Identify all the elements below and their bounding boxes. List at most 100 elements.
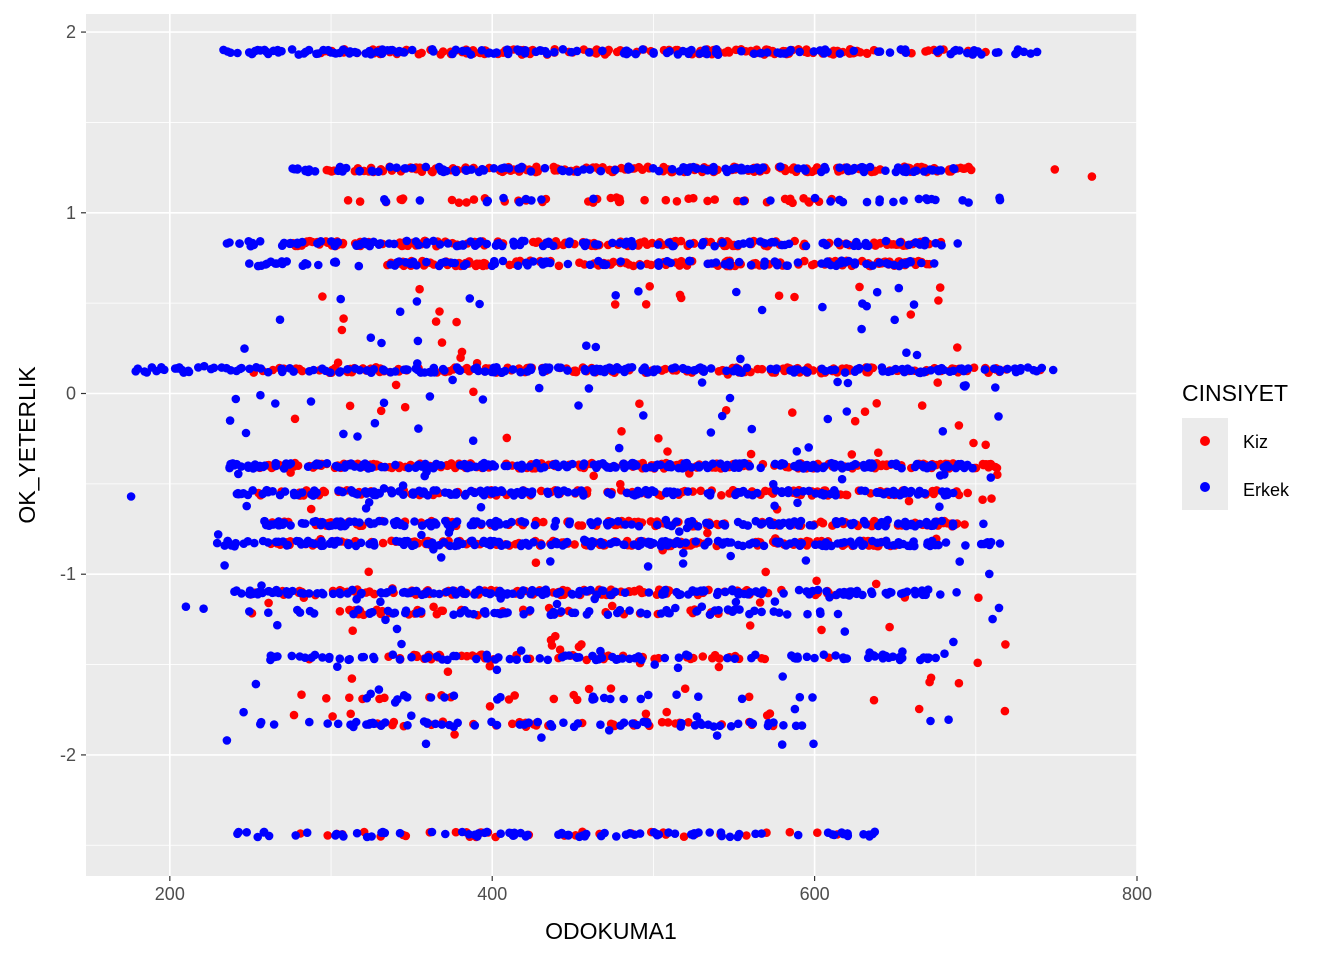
data-point <box>575 832 584 842</box>
data-point <box>632 461 641 470</box>
data-point <box>929 487 939 496</box>
data-point <box>725 832 735 842</box>
data-point <box>679 548 688 558</box>
data-point <box>525 462 534 471</box>
data-point <box>480 367 490 376</box>
data-point <box>616 479 625 489</box>
data-point <box>672 536 682 546</box>
data-point <box>478 261 487 270</box>
data-point <box>718 238 727 247</box>
data-point <box>951 463 961 473</box>
data-point <box>858 590 867 600</box>
data-point <box>931 540 940 550</box>
data-point <box>497 241 507 251</box>
data-point <box>784 518 794 527</box>
data-point <box>281 459 291 468</box>
data-point <box>803 609 812 619</box>
data-point <box>835 195 844 205</box>
data-point <box>807 167 817 177</box>
data-point <box>995 367 1005 376</box>
data-point <box>343 589 352 598</box>
data-point <box>585 165 595 174</box>
data-point <box>133 364 143 374</box>
data-point <box>961 541 970 550</box>
data-point <box>231 394 241 404</box>
data-point <box>469 387 478 397</box>
data-point <box>432 652 442 661</box>
data-point <box>400 587 409 597</box>
data-point <box>620 540 629 550</box>
data-point <box>757 305 767 315</box>
data-point <box>305 236 314 246</box>
data-point <box>830 488 840 497</box>
data-point <box>938 427 948 436</box>
data-point <box>855 48 865 57</box>
data-point <box>672 197 682 206</box>
data-point <box>578 238 588 248</box>
data-point <box>759 541 769 551</box>
data-point <box>526 365 536 375</box>
data-point <box>259 828 269 837</box>
data-point <box>934 296 943 305</box>
data-point <box>827 458 836 468</box>
data-point <box>948 519 958 528</box>
data-point <box>1048 365 1058 375</box>
data-point <box>263 367 273 377</box>
data-point <box>914 194 924 204</box>
data-point <box>253 261 263 271</box>
data-point <box>635 399 644 409</box>
data-point <box>175 363 184 372</box>
data-point <box>792 488 802 497</box>
data-point <box>974 593 983 602</box>
data-point <box>374 240 384 249</box>
data-point <box>714 605 723 615</box>
data-point <box>735 605 744 614</box>
data-point <box>335 368 344 377</box>
data-point <box>778 672 787 681</box>
data-point <box>929 259 939 268</box>
data-point <box>873 47 883 56</box>
data-point <box>612 655 621 664</box>
data-point <box>678 463 688 472</box>
data-point <box>235 239 244 248</box>
data-point <box>846 519 855 528</box>
data-point <box>291 831 301 840</box>
data-point <box>564 167 574 176</box>
data-point <box>717 491 726 500</box>
data-point <box>403 721 412 730</box>
data-point <box>401 365 411 374</box>
data-point <box>755 598 765 607</box>
data-point <box>425 518 434 527</box>
data-point <box>537 733 546 742</box>
data-point <box>447 459 456 468</box>
data-point <box>157 364 166 374</box>
data-point <box>683 365 693 375</box>
data-point <box>431 317 441 326</box>
data-point <box>530 520 540 530</box>
data-point <box>644 588 654 597</box>
data-point <box>963 48 972 58</box>
data-point <box>508 831 518 840</box>
data-point <box>980 365 990 374</box>
data-point <box>443 655 452 665</box>
data-point <box>703 528 712 538</box>
data-point <box>348 488 357 497</box>
data-point <box>232 586 241 595</box>
data-point <box>574 521 583 530</box>
data-point <box>352 828 362 838</box>
data-point <box>498 609 508 618</box>
data-point <box>857 324 866 334</box>
data-point <box>703 462 712 472</box>
data-point <box>861 164 870 173</box>
data-point <box>722 537 732 547</box>
data-point <box>562 461 572 471</box>
data-point <box>782 610 792 619</box>
data-point <box>750 606 759 616</box>
data-point <box>850 367 860 377</box>
data-point <box>757 364 767 374</box>
data-point <box>840 627 850 636</box>
data-point <box>213 530 223 539</box>
data-point <box>374 167 383 176</box>
data-point <box>663 718 673 727</box>
data-point <box>466 237 475 246</box>
